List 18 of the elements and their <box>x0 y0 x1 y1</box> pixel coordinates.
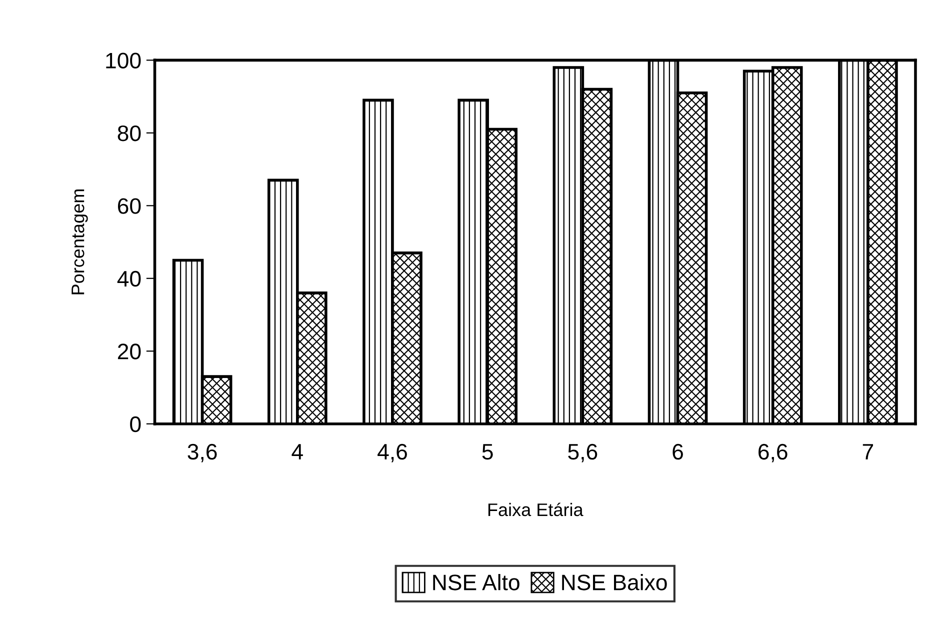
y-axis-title: Porcentagem <box>72 190 88 294</box>
y-tick-label: 40 <box>117 270 141 287</box>
legend-label: NSE Baixo <box>562 574 667 590</box>
x-tick-label: 4 <box>292 444 303 460</box>
y-tick-label: 20 <box>118 344 141 360</box>
legend-label: NSE Alto <box>433 574 520 590</box>
y-tick-label: 60 <box>118 198 141 214</box>
x-tick-label: 4,6 <box>378 444 407 462</box>
x-tick-label: 5,6 <box>568 444 598 462</box>
y-tick-label: 0 <box>130 416 141 432</box>
x-tick-label: 3,6 <box>188 444 217 462</box>
x-tick-label: 6,6 <box>758 444 788 462</box>
x-tick-label: 6 <box>672 444 683 460</box>
x-axis-title: Faixa Etária <box>488 502 584 516</box>
y-tick-label: 80 <box>118 125 141 142</box>
y-tick-label: 100 <box>106 52 141 68</box>
x-tick-label: 5 <box>482 444 493 460</box>
x-tick-label: 7 <box>862 444 874 460</box>
